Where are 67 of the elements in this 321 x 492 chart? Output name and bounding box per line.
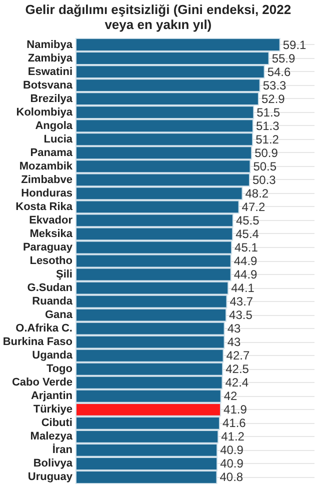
y-tick-label: Arjantin — [30, 390, 73, 402]
data-label: 44.9 — [234, 268, 258, 282]
y-tick-label: Zambiya — [28, 52, 74, 64]
y-tick-label: Uganda — [32, 350, 74, 362]
data-label: 51.3 — [256, 118, 280, 133]
y-tick-label: Ekvador — [29, 214, 74, 226]
data-label: 53.3 — [262, 78, 287, 92]
y-tick-label: Türkiye — [33, 404, 72, 416]
data-label: 51.2 — [256, 132, 280, 146]
chart-title: Gelir dağılımı eşitsizliği (Gini endeksi, 2022 veya en yakın yıl) — [25, 2, 292, 32]
data-label: 43.7 — [230, 294, 254, 309]
data-label: 40.9 — [220, 443, 244, 458]
data-label: 59.1 — [282, 38, 307, 52]
y-tick-label: Kosta Rika — [16, 200, 74, 213]
y-tick-label: Panama — [30, 146, 74, 159]
data-label: 54.6 — [267, 64, 292, 79]
data-label: 42.7 — [226, 348, 250, 363]
data-label: 40.9 — [220, 456, 244, 471]
data-label: 41.6 — [222, 416, 246, 430]
y-tick-label: Lucia — [44, 133, 74, 146]
y-tick-label: Togo — [46, 363, 73, 376]
y-tick-label: Gana — [44, 309, 74, 322]
data-label: 45.4 — [236, 226, 260, 241]
y-tick-label: Brezilya — [30, 92, 74, 105]
y-tick-label: O.Afrika C. — [16, 322, 72, 335]
data-label: 42.5 — [226, 362, 250, 376]
y-tick-label: Bolivya — [33, 458, 74, 470]
y-tick-label: Kolombiya — [16, 106, 74, 118]
y-tick-label: Burkina Faso — [2, 336, 73, 348]
y-tick-label: Botsvana — [22, 79, 74, 92]
data-label: 41.2 — [221, 430, 245, 444]
data-label: 50.9 — [254, 146, 278, 160]
data-label: 55.9 — [272, 51, 296, 66]
data-label: 50.5 — [253, 159, 277, 174]
data-label: 50.3 — [252, 172, 276, 187]
data-label: 40.8 — [220, 470, 244, 484]
data-label: 48.2 — [245, 186, 269, 200]
y-tick-label: Ruanda — [32, 296, 74, 308]
data-label: 51.5 — [256, 105, 280, 120]
data-label: 43.5 — [229, 308, 253, 322]
data-label: 44.9 — [234, 254, 258, 268]
data-label: 43 — [227, 335, 241, 350]
y-tick-label: Paraguay — [22, 241, 74, 254]
y-tick-label: G.Sudan — [27, 282, 73, 294]
data-label: 47.2 — [242, 200, 266, 214]
y-tick-label: Şili — [56, 268, 72, 281]
data-label: 43 — [227, 322, 241, 336]
data-label: 45.5 — [236, 213, 260, 228]
data-label: 45.1 — [234, 240, 258, 254]
y-tick-label: Zimbabve — [21, 174, 72, 186]
y-tick-label: Lesotho — [30, 255, 73, 267]
y-tick-label: Honduras — [21, 187, 72, 200]
y-tick-label: Uruguay — [28, 471, 74, 484]
data-label: 44.1 — [231, 281, 255, 296]
data-label: 41.9 — [224, 402, 248, 417]
y-tick-label: Angola — [35, 120, 74, 132]
y-tick-label: Namibya — [26, 38, 74, 51]
y-tick-label: Cabo Verde — [12, 376, 72, 389]
y-tick-label: Malezya — [30, 430, 74, 443]
y-tick-label: Cibuti — [41, 417, 72, 430]
y-tick-label: Mozambik — [19, 160, 74, 172]
data-label: 52.9 — [261, 92, 286, 106]
y-tick-label: Eswatini — [28, 66, 72, 78]
data-label: 42 — [224, 389, 238, 404]
y-tick-label: Meksika — [30, 228, 74, 240]
y-tick-label: İran — [52, 443, 73, 456]
data-label: 42.4 — [225, 376, 249, 390]
